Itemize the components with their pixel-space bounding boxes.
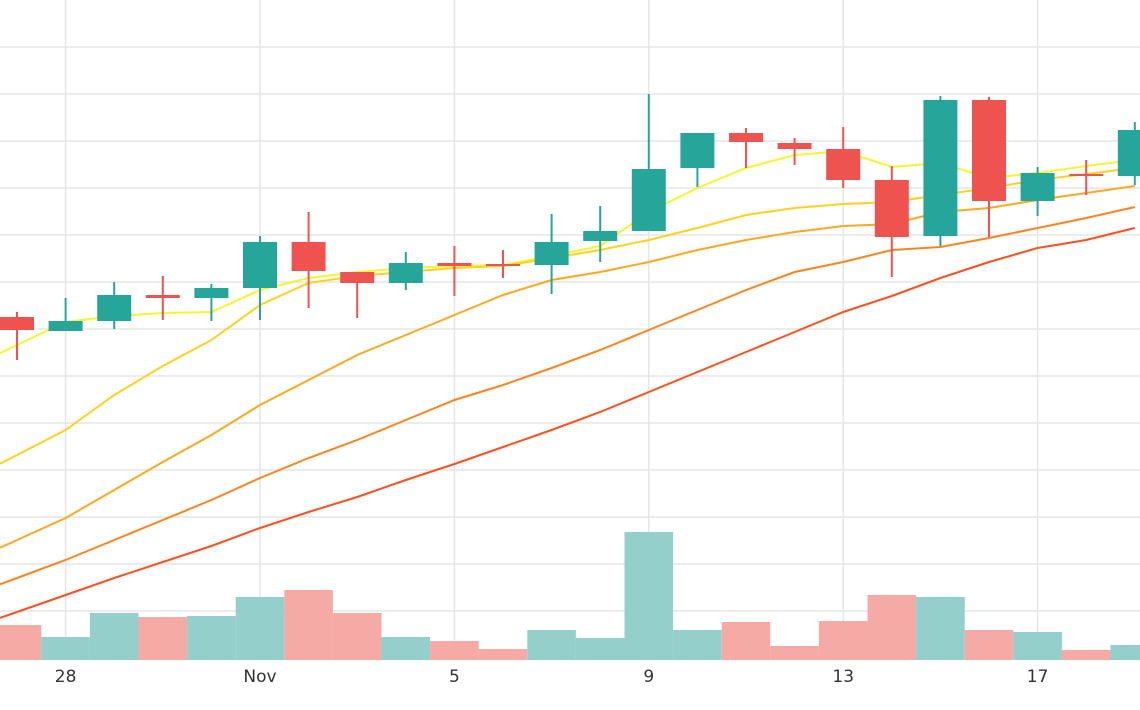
volume-bar [1013,632,1062,660]
candle-body [437,263,472,266]
volume-bar [187,616,236,660]
candle-body [729,133,763,142]
x-tick-label: 17 [1027,667,1049,687]
moving-average-lead [0,454,18,465]
candle-body [972,100,1006,201]
candle-body [631,169,666,231]
candle-body [48,321,83,331]
candle-body [243,242,277,288]
volume-bar [673,630,722,660]
candle-body [777,143,812,149]
candle-body [583,231,618,241]
volume-bar [478,649,528,660]
candle-body [1020,173,1055,201]
candle-body [291,242,326,271]
candle-body [194,288,229,298]
candle-body [826,149,861,180]
volume-bar [575,638,625,660]
volume-bar [0,625,42,660]
candle-body [534,242,569,265]
volume-bar [89,613,139,660]
candle-body [874,180,909,237]
volume-bars [0,532,1140,660]
moving-average-line [16,185,1135,541]
candle-body [0,317,34,330]
volume-bar [284,590,333,660]
candle-body [923,100,958,236]
x-tick-label: 9 [643,667,654,687]
candle-body [1069,174,1104,176]
volume-bar [1110,645,1140,660]
moving-average-lead [0,577,18,586]
moving-average-line [16,167,1135,456]
candle-body [1117,130,1140,176]
x-tick-label: 13 [832,667,854,687]
volume-bar [721,622,771,660]
candle-body [340,272,375,283]
candle-body [486,264,520,266]
volume-bar [138,617,188,660]
volume-bar [770,646,819,660]
moving-average-line [16,227,1136,613]
x-tick-label: Nov [243,667,276,687]
moving-average-lead [0,611,18,619]
volume-bar [916,597,965,660]
candle-body [680,133,715,168]
candles [0,94,1140,360]
x-tick-label: 28 [55,667,77,687]
volume-bar [235,597,285,660]
moving-average-line [16,206,1136,579]
moving-average-line [16,149,1135,346]
candle-body [97,295,132,321]
moving-average-lead [0,344,18,354]
volume-bar [332,613,382,660]
x-tick-label: 5 [449,667,460,687]
volume-bar [818,621,868,660]
volume-bar [41,637,90,660]
volume-bar [527,630,576,660]
volume-bar [381,637,431,660]
moving-average-lines [0,149,1136,619]
volume-bar [624,532,674,660]
volume-bar [430,641,479,660]
volume-bar [1061,650,1111,660]
candle-body [145,295,180,298]
volume-bar [964,630,1014,660]
moving-average-lead [0,539,18,549]
candle-body [388,263,423,283]
volume-bar [867,595,917,660]
